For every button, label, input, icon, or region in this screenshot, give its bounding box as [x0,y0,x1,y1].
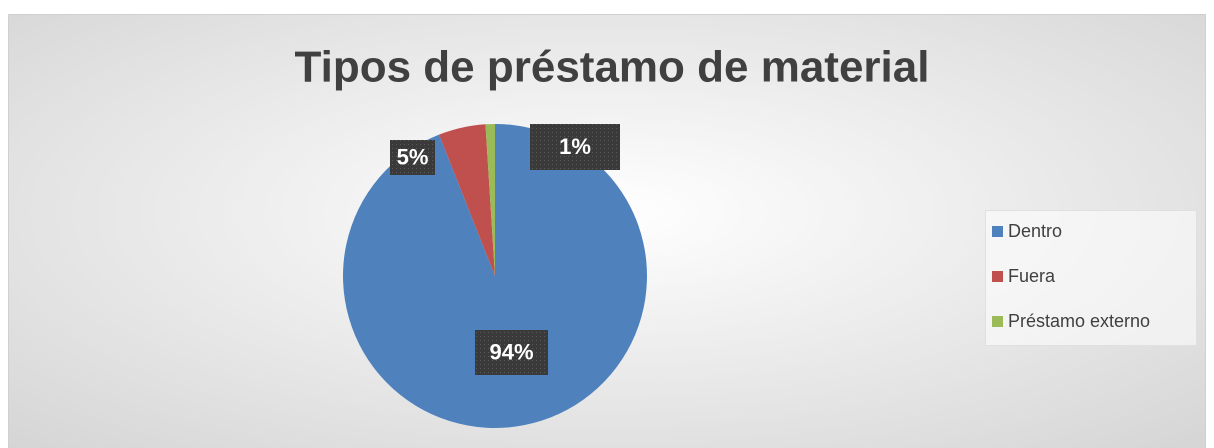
data-label: 5% [397,144,429,169]
legend-label: Fuera [1008,266,1056,286]
data-label-box [475,330,548,375]
legend [985,210,1197,346]
legend-label: Dentro [1008,221,1062,241]
chart-title: Tipos de préstamo de material [295,43,930,92]
data-label: 1% [559,134,591,159]
pie-slice [439,124,495,277]
data-label-box [530,124,620,170]
legend-label: Préstamo externo [1008,311,1150,331]
legend-swatch [992,316,1003,327]
data-label-box [390,140,435,175]
legend-swatch [992,271,1003,282]
pie-slice [343,124,648,429]
data-label: 94% [489,339,533,364]
pie-slice [485,124,495,276]
legend-swatch [992,226,1003,237]
